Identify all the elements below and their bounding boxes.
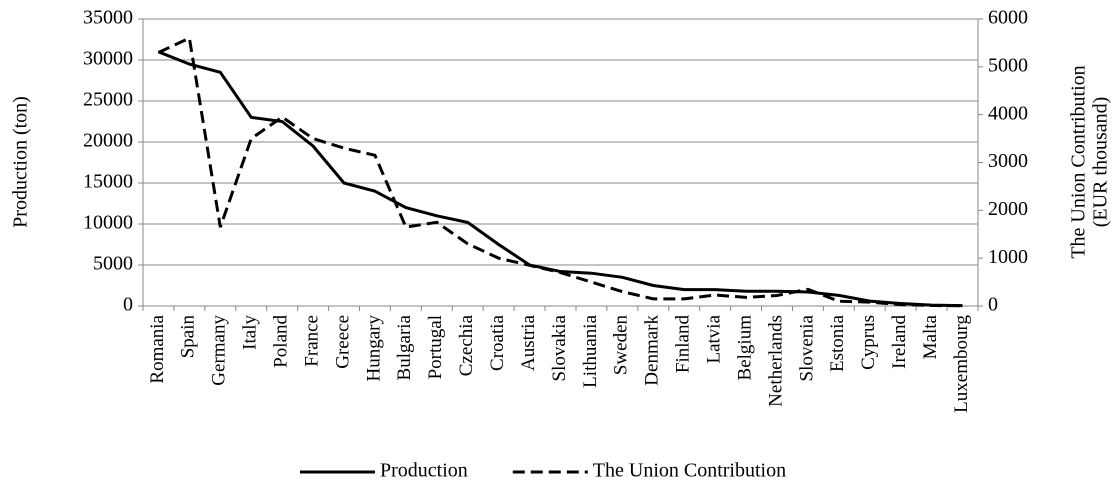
legend-label: The Union Contribution (593, 460, 786, 482)
x-tick-label: Italy (240, 315, 261, 350)
y-tick-label: 30000 (83, 48, 133, 70)
x-tick-label: Czechia (456, 314, 477, 376)
x-tick-label: France (301, 315, 322, 367)
legend-label: Production (380, 460, 468, 482)
x-tick-label: Bulgaria (394, 314, 415, 380)
y-tick-label: 15000 (83, 171, 133, 193)
x-tick-label: Ireland (889, 315, 910, 369)
x-tick-label: Greece (332, 315, 353, 369)
x-tick-label: Estonia (827, 314, 848, 372)
x-tick-label: Malta (920, 314, 941, 359)
x-tick-label: Hungary (363, 315, 384, 382)
y2-tick-label: 5000 (988, 54, 1028, 76)
x-tick-label: Lithuania (580, 314, 601, 387)
x-tick-label: Spain (178, 315, 199, 359)
y2-axis-title: The Union Contribution (1068, 65, 1090, 258)
y-tick-label: 10000 (83, 212, 133, 234)
x-tick-label: Finland (673, 315, 694, 374)
y2-axis-title: (EUR thousand) (1090, 97, 1112, 228)
x-tick-label: Romania (147, 314, 168, 383)
x-tick-label: Sweden (611, 315, 632, 376)
y-tick-label: 5000 (93, 253, 133, 275)
y-axis-title: Production (ton) (10, 96, 32, 228)
y2-tick-label: 6000 (988, 7, 1028, 29)
x-tick-label: Austria (518, 314, 539, 371)
x-tick-label: Netherlands (765, 315, 786, 407)
y2-tick-label: 3000 (988, 150, 1028, 172)
x-tick-label: Luxembourg (951, 315, 972, 413)
x-tick-label: Slovakia (549, 314, 570, 381)
x-tick-label: Croatia (487, 314, 508, 370)
x-tick-label: Slovenia (796, 314, 817, 381)
y2-tick-label: 4000 (988, 102, 1028, 124)
x-tick-label: Denmark (642, 315, 663, 386)
series-line (157, 35, 963, 308)
x-tick-label: Latvia (703, 314, 724, 363)
y-tick-label: 20000 (83, 130, 133, 152)
x-tick-label: Belgium (734, 315, 755, 381)
x-tick-label: Cyprus (858, 315, 879, 370)
x-tick-label: Poland (271, 315, 292, 368)
y-tick-label: 35000 (83, 7, 133, 29)
y2-tick-label: 2000 (988, 198, 1028, 220)
y-tick-label: 25000 (83, 89, 133, 111)
y2-tick-label: 1000 (988, 246, 1028, 268)
y2-tick-label: 0 (988, 294, 998, 316)
series-line (157, 50, 963, 308)
x-tick-label: Portugal (425, 315, 446, 379)
y-tick-label: 0 (123, 294, 133, 316)
x-tick-label: Germany (209, 315, 230, 386)
